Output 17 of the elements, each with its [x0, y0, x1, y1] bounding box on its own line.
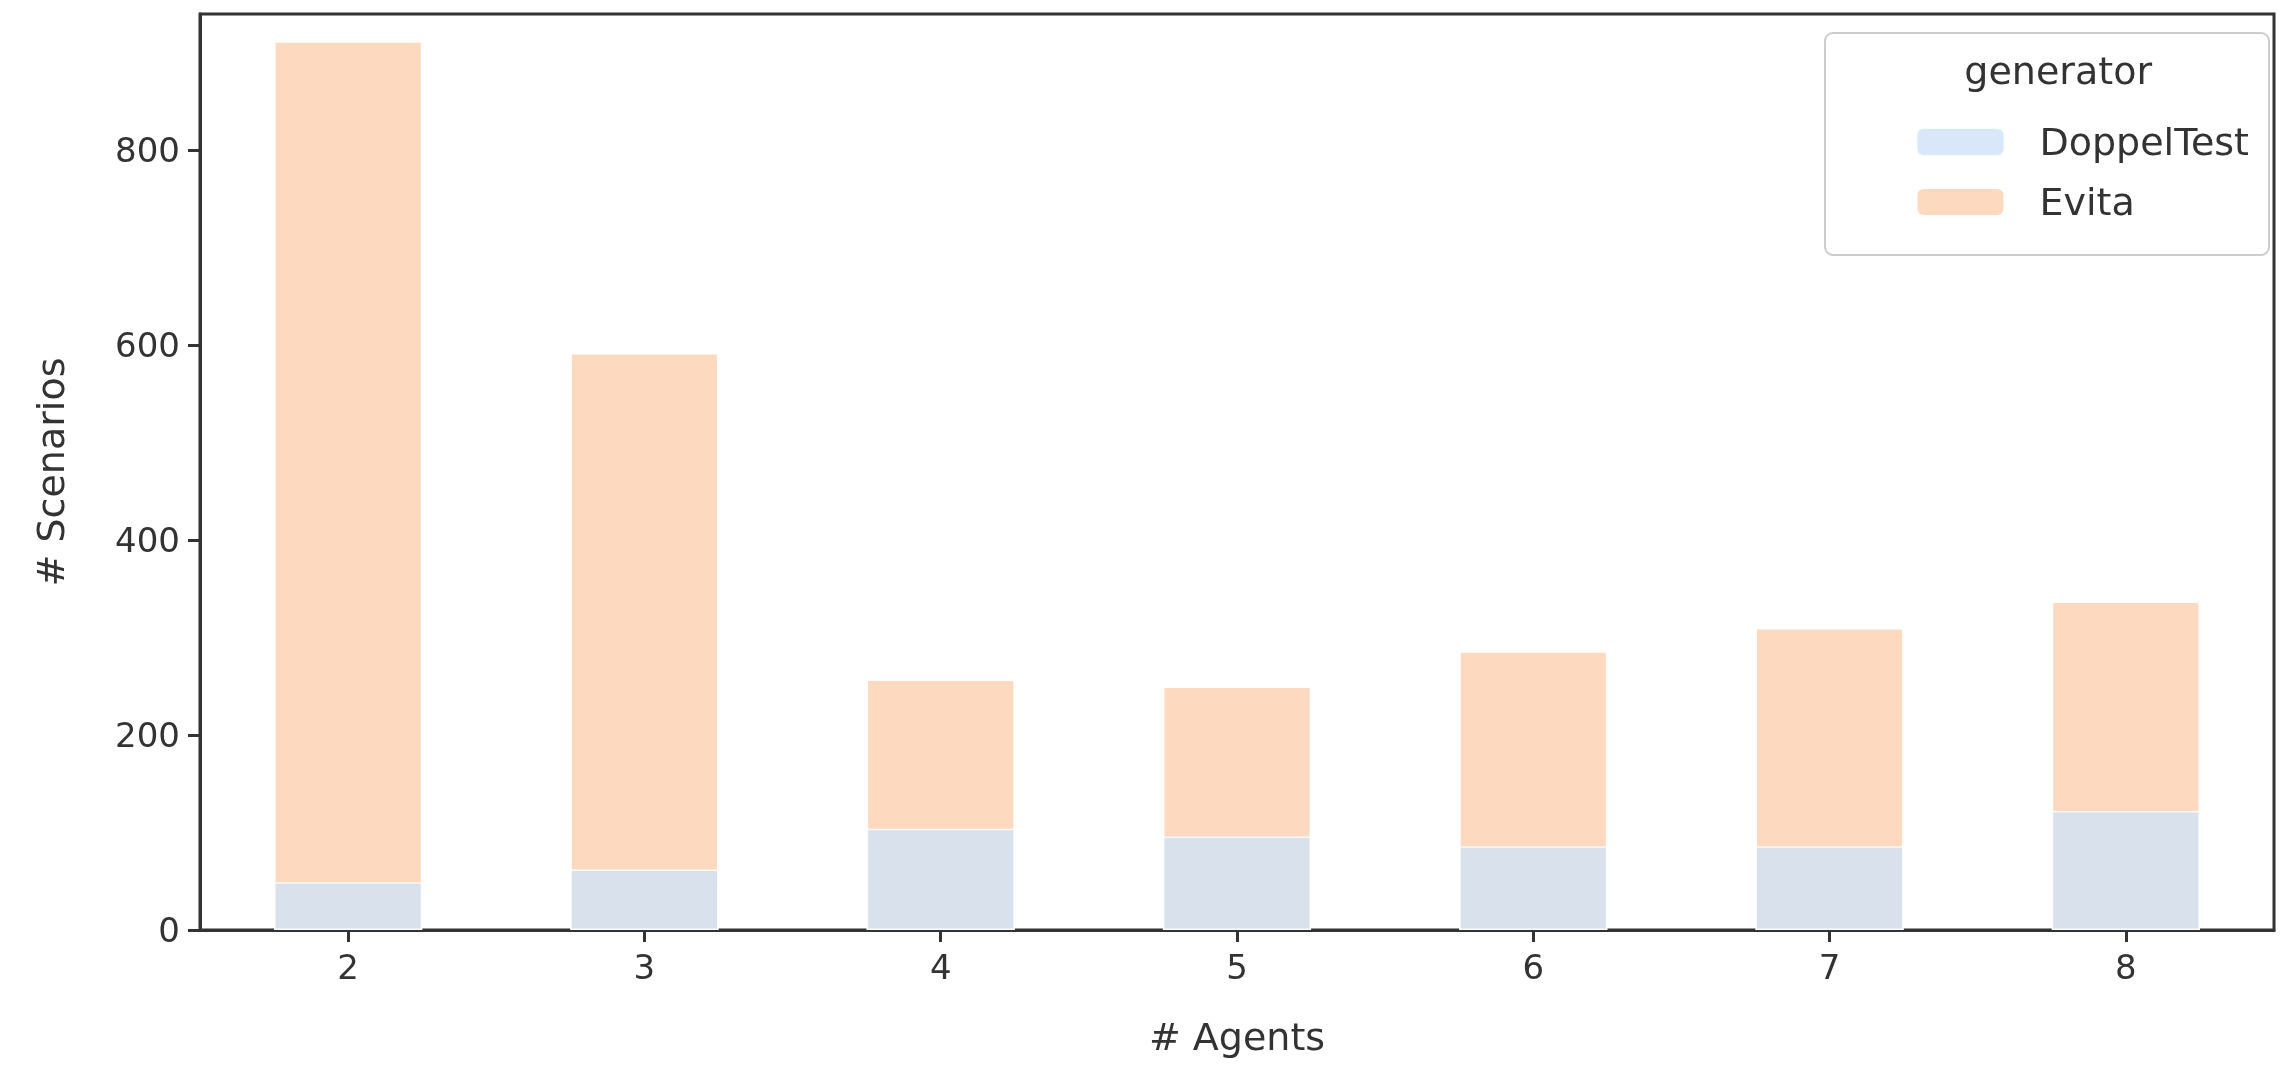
x-tick-label: 4 — [929, 947, 952, 987]
x-tick-label: 7 — [1818, 947, 1841, 987]
x-tick-label: 2 — [337, 947, 359, 987]
y-tick-label: 400 — [115, 520, 180, 561]
legend-label: DoppelTest — [2039, 120, 2250, 164]
legend-label: Evita — [2039, 180, 2135, 224]
x-tick-label: 5 — [1226, 947, 1248, 987]
legend-title: generator — [1964, 49, 2153, 93]
x-tick-label: 8 — [2115, 947, 2137, 987]
x-axis-title: # Agents — [1148, 1015, 1326, 1059]
x-tick-label: 3 — [633, 947, 656, 987]
y-tick-label: 600 — [115, 325, 180, 366]
y-axis-title: # Scenarios — [29, 357, 73, 587]
y-tick-label: 800 — [115, 130, 180, 171]
y-tick-label: 0 — [158, 910, 180, 950]
x-tick-label: 6 — [1522, 947, 1545, 987]
y-tick-label: 200 — [115, 715, 180, 756]
